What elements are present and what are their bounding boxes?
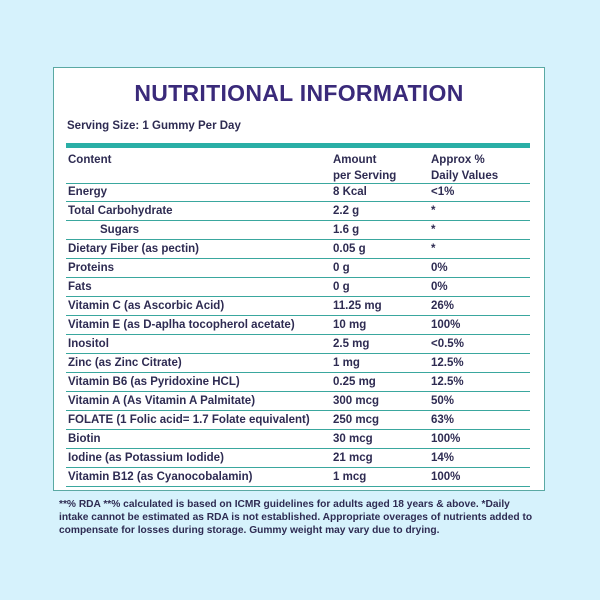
- row-amount: 0 g: [333, 281, 350, 293]
- row-amount: 2.5 mg: [333, 338, 370, 350]
- row-amount: 30 mcg: [333, 433, 373, 445]
- row-amount: 11.25 mg: [333, 300, 382, 312]
- nutrition-table: Energy 8 Kcal <1% Total Carbohydrate 2.2 g *…: [66, 183, 530, 487]
- table-row: Vitamin B12 (as Cyanocobalamin) 1 mcg 100%: [66, 468, 530, 487]
- row-content: FOLATE (1 Folic acid= 1.7 Folate equival…: [68, 414, 310, 426]
- header-dv-line2: Daily Values: [431, 170, 499, 182]
- row-amount: 0 g: [333, 262, 350, 274]
- table-row: Biotin 30 mcg 100%: [66, 430, 530, 449]
- row-daily-value: 100%: [431, 319, 461, 331]
- row-amount: 2.2 g: [333, 205, 360, 217]
- row-amount: 8 Kcal: [333, 186, 367, 198]
- row-content: Zinc (as Zinc Citrate): [68, 357, 182, 369]
- row-content: Vitamin E (as D-aplha tocopherol acetate…: [68, 319, 295, 331]
- table-row: Fats 0 g 0%: [66, 278, 530, 297]
- header-amount-line2: per Serving: [333, 170, 397, 182]
- table-header: Content Amount per Serving Approx % Dail…: [66, 150, 530, 184]
- row-content: Proteins: [68, 262, 115, 274]
- row-amount: 10 mg: [333, 319, 367, 331]
- table-row: Vitamin E (as D-aplha tocopherol acetate…: [66, 316, 530, 335]
- row-amount: 250 mcg: [333, 414, 380, 426]
- header-amount-line1: Amount: [333, 154, 377, 166]
- row-daily-value: *: [431, 205, 436, 217]
- row-daily-value: *: [431, 224, 436, 236]
- table-row: Zinc (as Zinc Citrate) 1 mg 12.5%: [66, 354, 530, 373]
- row-daily-value: <0.5%: [431, 338, 464, 350]
- table-row: Vitamin C (as Ascorbic Acid) 11.25 mg 26%: [66, 297, 530, 316]
- row-daily-value: 0%: [431, 281, 448, 293]
- table-row: Total Carbohydrate 2.2 g *: [66, 202, 530, 221]
- serving-size: Serving Size: 1 Gummy Per Day: [67, 120, 241, 132]
- table-row: Energy 8 Kcal <1%: [66, 183, 530, 202]
- row-content: Dietary Fiber (as pectin): [68, 243, 200, 255]
- header-dv-line1: Approx %: [431, 154, 485, 166]
- table-row: Vitamin A (As Vitamin A Palmitate) 300 mc…: [66, 392, 530, 411]
- row-content: Vitamin B12 (as Cyanocobalamin): [68, 471, 253, 483]
- header-divider: [66, 143, 530, 148]
- page-title: NUTRITIONAL INFORMATION: [134, 80, 464, 106]
- table-row: Vitamin B6 (as Pyridoxine HCL) 0.25 mg 12.…: [66, 373, 530, 392]
- table-row: Sugars 1.6 g *: [66, 221, 530, 240]
- row-daily-value: 100%: [431, 471, 461, 483]
- row-daily-value: <1%: [431, 186, 455, 198]
- row-content: Inositol: [68, 338, 109, 350]
- table-row: FOLATE (1 Folic acid= 1.7 Folate equival…: [66, 411, 530, 430]
- row-amount: 0.25 mg: [333, 376, 376, 388]
- row-daily-value: 50%: [431, 395, 455, 407]
- row-content: Total Carbohydrate: [68, 205, 173, 217]
- row-content: Vitamin C (as Ascorbic Acid): [68, 300, 225, 312]
- header-content: Content: [68, 154, 112, 166]
- table-row: Inositol 2.5 mg <0.5%: [66, 335, 530, 354]
- row-daily-value: 14%: [431, 452, 455, 464]
- header-daily-value: Approx % Daily Values: [431, 152, 498, 184]
- row-content: Energy: [68, 186, 107, 198]
- header-amount: Amount per Serving: [333, 152, 396, 184]
- row-content: Fats: [68, 281, 92, 293]
- row-content: Iodine (as Potassium Iodide): [68, 452, 224, 464]
- row-daily-value: 63%: [431, 414, 455, 426]
- row-daily-value: 26%: [431, 300, 455, 312]
- table-row: Iodine (as Potassium Iodide) 21 mcg 14%: [66, 449, 530, 468]
- table-row: Proteins 0 g 0%: [66, 259, 530, 278]
- row-content: Vitamin B6 (as Pyridoxine HCL): [68, 376, 240, 388]
- table-row: Dietary Fiber (as pectin) 0.05 g *: [66, 240, 530, 259]
- row-amount: 1 mcg: [333, 471, 367, 483]
- footnote: **% RDA **% calculated is based on ICMR …: [59, 499, 533, 536]
- row-amount: 1 mg: [333, 357, 360, 369]
- row-daily-value: 0%: [431, 262, 448, 274]
- nutrition-card: NUTRITIONAL INFORMATION Serving Size: 1 …: [53, 67, 545, 491]
- row-daily-value: 100%: [431, 433, 461, 445]
- row-content: Sugars: [100, 224, 139, 236]
- row-amount: 1.6 g: [333, 224, 360, 236]
- row-content: Biotin: [68, 433, 101, 445]
- row-amount: 300 mcg: [333, 395, 380, 407]
- row-daily-value: *: [431, 243, 436, 255]
- row-amount: 0.05 g: [333, 243, 366, 255]
- row-daily-value: 12.5%: [431, 376, 464, 388]
- row-amount: 21 mcg: [333, 452, 373, 464]
- row-daily-value: 12.5%: [431, 357, 464, 369]
- row-content: Vitamin A (As Vitamin A Palmitate): [68, 395, 256, 407]
